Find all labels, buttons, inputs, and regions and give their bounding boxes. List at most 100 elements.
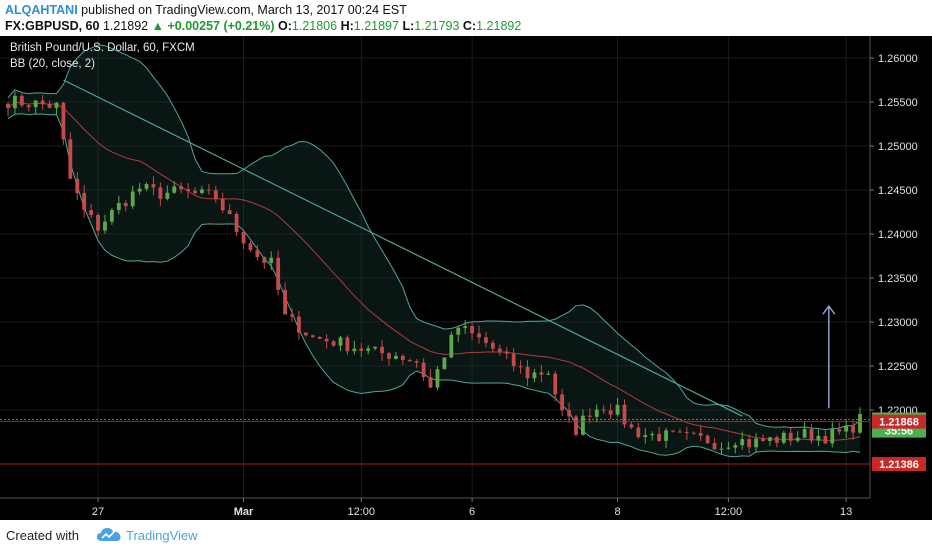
last-price: 1.21892 xyxy=(102,19,149,33)
candle-body xyxy=(103,221,107,231)
candle-body xyxy=(830,429,835,444)
tradingview-brand[interactable]: TradingView xyxy=(126,528,198,543)
price-lines xyxy=(0,419,870,465)
candle-29 xyxy=(206,184,211,195)
candle-12 xyxy=(89,204,94,219)
candle-46 xyxy=(324,334,329,349)
ohlc-open: O:1.21806 xyxy=(278,19,338,33)
price-label-box xyxy=(872,457,926,472)
candle-51 xyxy=(359,343,364,358)
candle-79 xyxy=(553,370,558,402)
candle-body xyxy=(407,359,412,362)
price-label-text: 1.21386 xyxy=(879,459,919,471)
candle-83 xyxy=(581,409,585,436)
candle-body xyxy=(276,257,281,290)
created-with-text: Created with xyxy=(6,528,79,543)
price-axis[interactable]: 1.26000 1.25500 1.25000 1.24500 1.24000 1.235… xyxy=(870,53,918,417)
candle-60 xyxy=(421,358,426,381)
candle-87 xyxy=(608,403,613,420)
legend-indicator[interactable]: BB (20, close, 2) xyxy=(10,58,95,70)
candle-body xyxy=(671,430,675,432)
ohlc-close: C:1.21892 xyxy=(462,19,522,33)
candle-body xyxy=(691,432,696,434)
tradingview-cloud-icon[interactable] xyxy=(96,526,122,544)
candle-64 xyxy=(449,331,454,359)
x-tick-label-3: 6 xyxy=(469,506,475,518)
candle-102 xyxy=(712,438,717,450)
candle-body xyxy=(546,373,551,375)
y-tick-label-7: 1.22500 xyxy=(878,361,918,373)
candle-body xyxy=(213,190,218,199)
candle-body xyxy=(373,346,378,349)
candle-0 xyxy=(6,102,10,116)
candle-body xyxy=(761,438,765,441)
candle-body xyxy=(497,348,502,352)
candle-body xyxy=(851,426,855,433)
candle-23 xyxy=(165,185,170,201)
candle-3 xyxy=(26,103,31,112)
candle-body xyxy=(179,186,184,190)
candle-2 xyxy=(19,93,24,108)
candle-body xyxy=(650,433,655,436)
candle-body xyxy=(470,326,475,334)
candle-100 xyxy=(698,425,703,442)
trendline[interactable] xyxy=(63,79,743,417)
x-tick-label-5: 12:00 xyxy=(715,506,743,518)
up-arrow-drawing[interactable] xyxy=(822,304,836,409)
candle-body xyxy=(560,394,565,411)
author-link[interactable]: ALQAHTANI xyxy=(5,3,78,17)
candle-68 xyxy=(477,325,481,344)
candle-body xyxy=(234,213,239,232)
candle-body xyxy=(89,210,94,216)
candle-28 xyxy=(200,185,204,195)
candle-body xyxy=(123,203,128,207)
candle-body xyxy=(359,348,364,351)
candle-99 xyxy=(691,431,696,435)
candle-body xyxy=(768,437,772,441)
candle-body xyxy=(511,353,516,367)
candle-body xyxy=(581,415,585,435)
candle-body xyxy=(255,250,260,258)
candle-106 xyxy=(740,431,745,450)
candle-body xyxy=(747,439,752,448)
candle-71 xyxy=(497,344,502,356)
candle-body xyxy=(726,447,731,449)
time-axis[interactable]: 27 Mar 12:00 6 8 12:00 13 xyxy=(92,498,852,518)
candle-body xyxy=(629,424,634,428)
candle-body xyxy=(636,427,641,438)
candle-89 xyxy=(622,399,627,428)
candle-body xyxy=(269,257,274,263)
candle-body xyxy=(151,184,156,188)
candle-body xyxy=(33,100,38,108)
candle-body xyxy=(463,326,468,328)
candle-63 xyxy=(442,357,447,370)
candle-93 xyxy=(650,431,655,441)
candle-96 xyxy=(671,430,675,433)
candle-body xyxy=(290,314,294,317)
candle-121 xyxy=(844,419,849,438)
candle-52 xyxy=(366,345,371,355)
price-chart[interactable]: 1.26000 1.25500 1.25000 1.24500 1.24000 1.235… xyxy=(0,36,932,520)
candle-26 xyxy=(186,182,191,199)
candle-120 xyxy=(837,422,842,435)
candle-body xyxy=(553,373,558,395)
candle-84 xyxy=(587,408,592,424)
candle-body xyxy=(54,102,59,108)
candle-37 xyxy=(262,256,267,269)
candle-105 xyxy=(733,442,738,454)
candle-body xyxy=(622,404,627,425)
chart-header: ALQAHTANI published on TradingView.com, … xyxy=(0,0,932,36)
candle-body xyxy=(206,189,211,191)
candle-body xyxy=(317,336,322,339)
y-tick-label-5: 1.23500 xyxy=(878,273,918,285)
candle-116 xyxy=(809,423,814,444)
candle-body xyxy=(712,443,717,450)
candle-body xyxy=(504,351,509,354)
candle-body xyxy=(186,189,191,191)
candle-42 xyxy=(297,310,301,340)
publish-line: ALQAHTANI published on TradingView.com, … xyxy=(5,3,407,17)
candle-body xyxy=(200,189,204,194)
candle-61 xyxy=(428,369,433,389)
candle-13 xyxy=(96,213,100,237)
bb-basis-line xyxy=(7,101,861,441)
